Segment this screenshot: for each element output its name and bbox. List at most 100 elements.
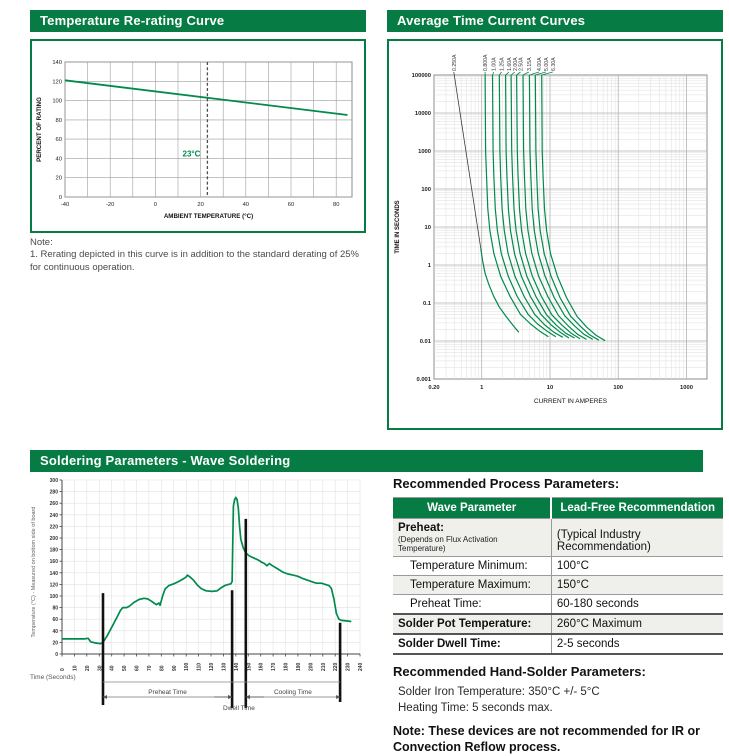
param-cell: Preheat Time:	[410, 598, 482, 610]
svg-text:260: 260	[50, 501, 59, 507]
tcc-panel: Average Time Current Curves 100000 10000 1…	[387, 10, 723, 430]
svg-text:90: 90	[172, 665, 178, 671]
curve-label-4.00A: 4.00A	[537, 57, 543, 71]
svg-text:100000: 100000	[412, 73, 431, 79]
svg-text:80: 80	[56, 118, 62, 124]
param-cell: Temperature Minimum:	[410, 560, 528, 572]
param-cell: Solder Pot Temperature:	[398, 618, 532, 630]
plot-area	[64, 61, 353, 198]
svg-text:170: 170	[271, 662, 277, 671]
svg-text:110: 110	[197, 663, 203, 671]
soldering-chart-svg: 0204060801001201401601802002202402602803…	[30, 478, 364, 712]
hand-solder-section: Recommended Hand-Solder Parameters: Sold…	[393, 664, 723, 756]
svg-text:10: 10	[425, 225, 431, 231]
tcc-curve-1.25A	[498, 74, 564, 338]
rerating-title: Temperature Re-rating Curve	[30, 10, 366, 32]
tcc-curve-2.50A	[516, 74, 581, 340]
curve-label-1.00A: 1.00A	[492, 57, 498, 71]
svg-text:0: 0	[59, 195, 62, 201]
hand-solder-line: Solder Iron Temperature: 350°C +/- 5°C	[398, 686, 600, 698]
svg-text:100: 100	[50, 594, 59, 600]
svg-text:40: 40	[243, 202, 249, 208]
tcc-curve-1.60A	[505, 74, 570, 339]
rerating-panel: Temperature Re-rating Curve 0 20 40 60 80 100…	[30, 10, 366, 274]
table-row: Temperature Minimum: 100°C	[393, 556, 723, 576]
svg-text:50: 50	[122, 665, 128, 671]
svg-text:10: 10	[547, 385, 553, 391]
curve-label-1.25A: 1.25A	[500, 57, 506, 71]
reference-label: 23°C	[183, 150, 201, 159]
process-table: Wave Parameter Lead-Free Recommendation Pr…	[393, 497, 723, 655]
soldering-chart-wrap: 0 20 40 60 80 100 120 140 160 180 200 220 240 260 280 3…	[28, 478, 393, 743]
value-cell: 60-180 seconds	[550, 594, 723, 614]
annotation-label: Preheat Time	[148, 689, 187, 696]
svg-text:140: 140	[234, 662, 240, 671]
svg-text:40: 40	[56, 156, 62, 162]
param-cell: Solder Dwell Time:	[398, 638, 501, 650]
tcc-curve-1.00A	[491, 74, 557, 338]
svg-text:20: 20	[56, 176, 62, 182]
hand-solder-note: Note: These devices are not recommended …	[393, 724, 701, 755]
table-header-row: Wave Parameter Lead-Free Recommendation	[393, 497, 723, 519]
svg-text:0: 0	[55, 652, 58, 658]
svg-text:30: 30	[97, 665, 103, 671]
svg-text:220: 220	[333, 662, 339, 671]
rerating-note: Note: 1. Rerating depicted in this curve…	[30, 237, 366, 274]
svg-text:60: 60	[135, 665, 141, 671]
svg-text:230: 230	[346, 662, 352, 671]
svg-text:210: 210	[321, 662, 327, 671]
value-cell: 150°C	[550, 575, 723, 595]
curve-label-0.800A: 0.800A	[483, 54, 489, 71]
param-cell: Temperature Maximum:	[410, 579, 531, 591]
svg-text:1000: 1000	[680, 385, 693, 391]
value-cell: 2-5 seconds	[550, 634, 723, 654]
x-axis-label: Time (Seconds)	[30, 674, 76, 681]
svg-text:0.01: 0.01	[420, 339, 432, 345]
svg-text:0.001: 0.001	[416, 377, 431, 383]
svg-text:1: 1	[480, 385, 484, 391]
svg-text:140: 140	[50, 571, 59, 577]
tcc-curve-4.00A	[528, 74, 594, 340]
tcc-curve-3.15A	[522, 74, 587, 340]
svg-text:80: 80	[333, 202, 339, 208]
svg-text:240: 240	[50, 513, 59, 519]
tcc-curve-2.00A	[510, 74, 575, 339]
rerating-chart-svg: 0 20 40 60 80 100 120 140 -40 -20 0 20 40 60 80 23°C AMB…	[36, 60, 353, 220]
curve-label-2.50A: 2.50A	[519, 57, 525, 71]
y-axis-label: TIME IN SECONDS	[395, 200, 401, 253]
svg-text:120: 120	[52, 79, 62, 85]
tcc-curve-6.30A	[541, 74, 606, 342]
curve-leader-6.30A	[541, 71, 553, 76]
y-axis-label: PERCENT OF RATING	[36, 97, 43, 162]
curve-leader-0.250A	[453, 71, 482, 249]
table-row: Solder Dwell Time: 2-5 seconds	[393, 634, 723, 654]
svg-text:-20: -20	[106, 202, 114, 208]
value-cell: 260°C Maximum	[550, 614, 723, 634]
page: { "colors": { "header_green": "#067b44",…	[30, 10, 723, 755]
rerating-chart-box: 0 20 40 60 80 100 120 140 -40 -20 0 20 40 60 80 23°C AMB…	[30, 39, 366, 233]
table-header-cell: Lead-Free Recommendation	[550, 497, 723, 519]
svg-text:80: 80	[159, 665, 165, 671]
svg-text:220: 220	[50, 524, 59, 530]
annotation-label: Cooling Time	[274, 689, 312, 696]
curve-leader-3.15A	[522, 71, 529, 76]
soldering-profile-curve	[62, 496, 352, 645]
curve-leader-1.00A	[492, 71, 495, 76]
svg-text:60: 60	[56, 137, 62, 143]
svg-text:240: 240	[358, 662, 364, 671]
tcc-curve-0.800A	[484, 74, 549, 338]
rerating-note-text: 1. Rerating depicted in this curve is in…	[30, 249, 360, 273]
rerating-curve	[64, 79, 348, 116]
svg-text:0: 0	[154, 202, 157, 208]
svg-text:160: 160	[50, 559, 59, 565]
svg-text:100: 100	[421, 187, 431, 193]
curve-leader-4.00A	[529, 71, 540, 76]
svg-text:70: 70	[147, 665, 153, 671]
svg-text:100: 100	[52, 99, 62, 105]
curve-label-5.00A: 5.00A	[544, 57, 550, 71]
soldering-header: Soldering Parameters - Wave Soldering	[30, 450, 703, 472]
svg-text:120: 120	[50, 582, 59, 588]
hand-solder-heading: Recommended Hand-Solder Parameters:	[393, 664, 646, 679]
value-cell: 100°C	[550, 556, 723, 576]
svg-text:40: 40	[52, 629, 58, 635]
